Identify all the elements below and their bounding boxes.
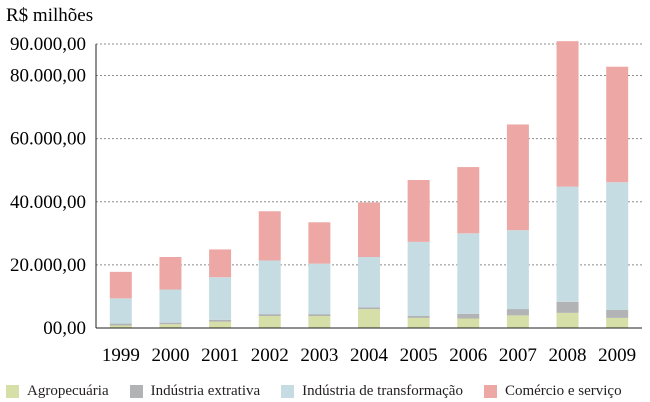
bar-segment-2-2007	[506, 309, 529, 316]
legend-item: Agropecuária	[6, 383, 109, 400]
bar-segment-4-2002	[258, 211, 281, 261]
legend-swatch	[281, 384, 295, 398]
legend: Agropecuária Indústria extrativa Indústria…	[6, 381, 650, 401]
bar-segment-3-2003	[308, 263, 331, 315]
bar-segment-3-1999	[109, 298, 132, 324]
bar-segment-1-2001	[209, 321, 232, 328]
y-tick-label: 20.000,00	[10, 255, 86, 276]
bar-segment-1-2009	[606, 317, 629, 328]
y-tick-label: 80.000,00	[10, 66, 86, 87]
stacked-bar-chart: R$ milhões 00,00 20.000,00 40.000,00 60.000…	[6, 5, 642, 366]
bar-segment-4-2007	[506, 124, 529, 231]
bar-segment-3-2000	[159, 289, 182, 323]
x-tick-label: 2009	[598, 345, 636, 366]
bar-segment-3-2009	[606, 182, 629, 311]
bar-segment-3-2007	[506, 230, 529, 310]
x-tick-label: 2004	[350, 345, 389, 366]
y-tick-label: 90.000,00	[10, 34, 86, 55]
bar-segment-2-2005	[407, 316, 430, 318]
x-tick-label: 2003	[300, 345, 338, 366]
legend-label: Agropecuária	[27, 382, 109, 399]
bar-segment-3-2002	[258, 260, 281, 315]
x-tick-label: 2002	[251, 345, 289, 366]
bar-segment-3-2008	[556, 186, 579, 302]
legend-item: Indústria extrativa	[129, 382, 261, 400]
bar-segment-3-2005	[407, 241, 430, 317]
x-tick-label: 2008	[549, 345, 587, 366]
bar-segment-1-2002	[258, 316, 281, 328]
bar-segment-4-1999	[109, 271, 132, 299]
bar-segment-1-2006	[457, 318, 480, 328]
x-tick-label: 2006	[449, 345, 487, 366]
bar-segment-1-1999	[109, 325, 132, 328]
bar-segment-2-2006	[457, 313, 480, 319]
bar-segment-2-2009	[606, 310, 629, 318]
x-tick-label: 2000	[151, 345, 189, 366]
bar-segment-1-2004	[358, 309, 380, 328]
bar-segment-2-1999	[109, 323, 132, 326]
bar-segment-1-2000	[159, 324, 182, 328]
y-tick-labels: 00,00 20.000,00 40.000,00 60.000,00 80.000,0…	[10, 34, 86, 339]
bar-segment-4-2001	[209, 249, 232, 278]
bar-segment-4-2004	[358, 202, 380, 257]
legend-swatch	[483, 384, 497, 398]
bar-segment-2-2002	[258, 314, 281, 317]
legend-item: Comércio e serviço	[483, 382, 622, 400]
legend-item: Indústria de transformação	[281, 383, 463, 400]
legend-swatch	[129, 384, 143, 398]
legend-label: Indústria extrativa	[150, 382, 261, 399]
y-tick-label: 00,00	[43, 318, 86, 339]
bar-segment-4-2008	[556, 41, 579, 187]
x-tick-labels: 1999 2000 2001 2002 2003 2004 2005 2006 2007 2008…	[102, 345, 636, 366]
x-tick-label: 1999	[102, 345, 140, 366]
y-tick-label: 40.000,00	[10, 192, 86, 213]
x-tick-label: 2007	[499, 345, 537, 366]
bar-segment-4-2005	[407, 180, 430, 242]
bar-segment-4-2006	[457, 167, 480, 234]
bar-segment-2-2000	[159, 322, 182, 325]
bar-segment-4-2000	[159, 257, 182, 290]
legend-label: Indústria de transformação	[302, 382, 463, 399]
y-tick-label: 60.000,00	[10, 129, 86, 150]
bar-segment-2-2001	[209, 319, 232, 322]
bar-segment-2-2008	[556, 301, 579, 313]
bar-segment-1-2003	[308, 316, 331, 328]
legend-label: Comércio e serviço	[504, 382, 622, 399]
bar-segment-1-2008	[556, 312, 579, 328]
bar-segment-3-2006	[457, 233, 480, 314]
y-axis-title: R$ milhões	[6, 5, 93, 26]
bars	[109, 41, 629, 328]
bar-segment-4-2003	[308, 222, 331, 264]
x-tick-label: 2005	[400, 345, 438, 366]
legend-swatch	[6, 384, 19, 398]
bar-segment-2-2004	[358, 307, 380, 310]
x-tick-label: 2001	[201, 345, 239, 366]
bar-segment-1-2007	[506, 315, 529, 328]
bar-segment-1-2005	[407, 317, 430, 328]
bar-segment-3-2001	[209, 277, 232, 320]
bar-segment-4-2009	[606, 66, 629, 183]
bar-segment-3-2004	[358, 257, 380, 308]
bar-segment-2-2003	[308, 314, 331, 317]
